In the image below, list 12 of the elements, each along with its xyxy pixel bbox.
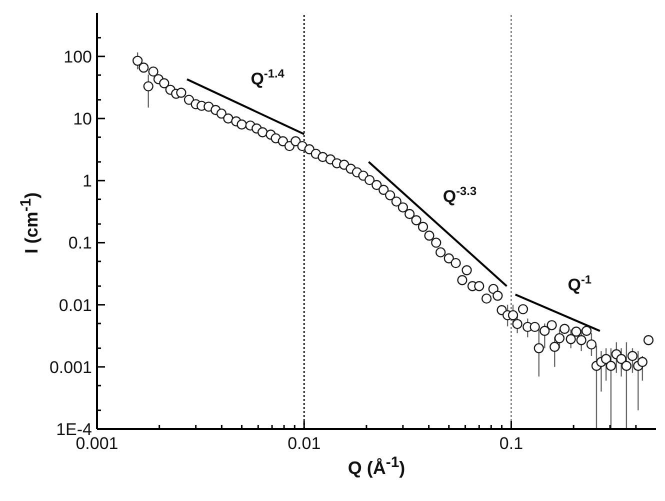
x-tick-label: 0.1 xyxy=(499,434,524,453)
annotation: Q$^{-1.4}$ xyxy=(250,66,285,89)
y-tick-label: 100 xyxy=(64,47,92,66)
x-tick-label: 0.01 xyxy=(288,434,321,453)
y-tick-label: 0.01 xyxy=(58,296,92,315)
x-axis-title: Q (Å$^{-1}$) xyxy=(346,454,406,479)
annotation: Q$^{-3.3}$ xyxy=(442,184,477,206)
y-tick-label: 0.001 xyxy=(49,358,92,377)
y-tick-label: 0.1 xyxy=(68,234,92,253)
y-tick-label: 10 xyxy=(73,110,92,129)
annotation: Q$^{-1}$ xyxy=(568,272,592,295)
y-tick-label: 1 xyxy=(82,172,92,191)
